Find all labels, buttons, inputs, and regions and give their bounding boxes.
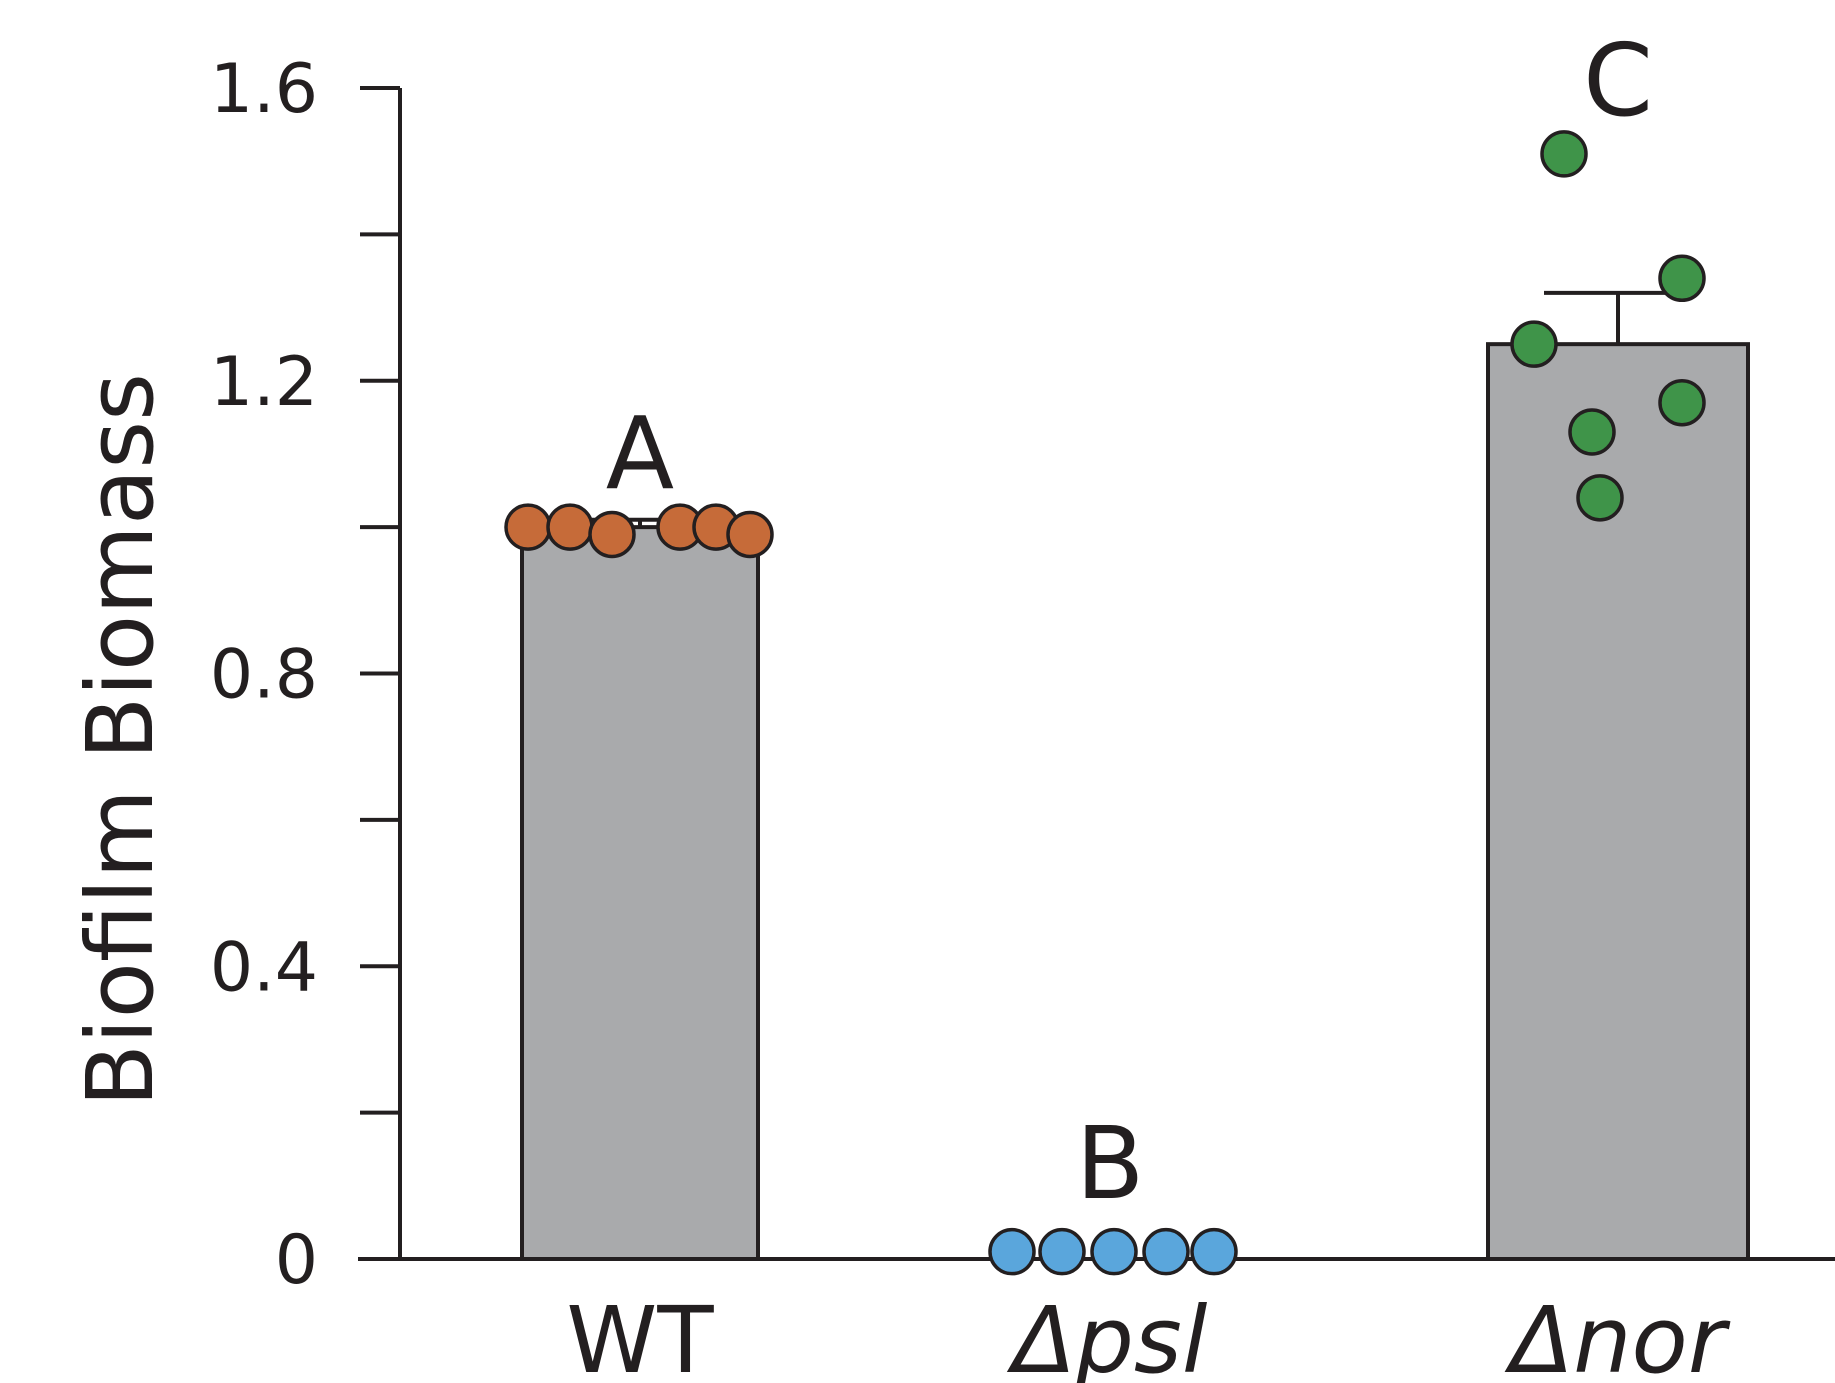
significance-label: C: [1583, 22, 1653, 139]
category-name: psl: [1075, 1287, 1208, 1383]
significance-label: A: [606, 395, 674, 512]
x-category-label: Δnor: [1504, 1287, 1731, 1383]
data-point: [588, 510, 636, 559]
y-tick-label: 0.4: [210, 928, 318, 1007]
x-category-label: WT: [566, 1287, 714, 1383]
data-point: [1568, 408, 1616, 456]
data-point: [1510, 320, 1558, 368]
data-point: [1038, 1227, 1086, 1276]
y-axis-title: Biofilm Biomass: [67, 373, 174, 1107]
delta-prefix: Δ: [1504, 1287, 1573, 1383]
bar: [520, 525, 760, 1261]
data-point: [1190, 1227, 1238, 1276]
data-point: [1576, 474, 1624, 522]
significance-label: B: [1076, 1105, 1145, 1222]
y-tick-label: 0: [275, 1221, 318, 1300]
category-name: nor: [1573, 1287, 1731, 1383]
data-point: [726, 510, 774, 559]
y-tick-label: 1.2: [210, 343, 318, 422]
data-point: [1142, 1227, 1190, 1276]
bar: [1486, 342, 1750, 1261]
data-point: [1090, 1227, 1138, 1276]
x-category-label: Δpsl: [1007, 1287, 1208, 1383]
y-tick-label: 1.6: [210, 50, 318, 129]
data-point: [546, 503, 594, 551]
category-name: WT: [566, 1287, 714, 1383]
data-point: [1540, 130, 1588, 178]
data-point: [1658, 378, 1706, 427]
data-point: [988, 1227, 1036, 1276]
y-tick-label: 0.8: [210, 636, 318, 715]
data-point: [1658, 254, 1706, 303]
data-point: [504, 503, 552, 551]
delta-prefix: Δ: [1007, 1287, 1076, 1383]
